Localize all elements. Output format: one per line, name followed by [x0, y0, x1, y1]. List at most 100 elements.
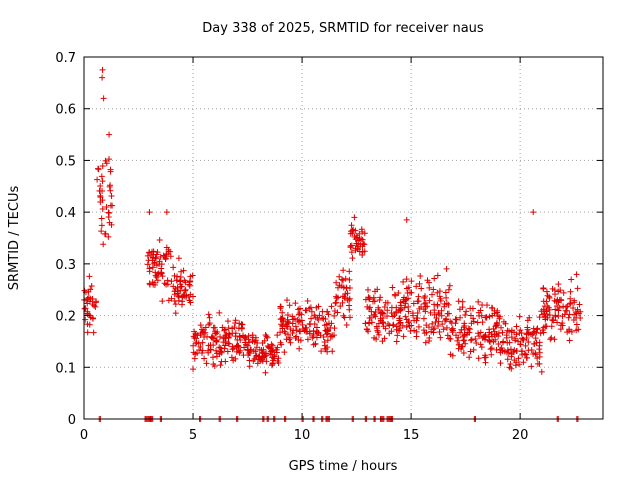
data-point — [392, 292, 399, 299]
data-point — [163, 209, 170, 216]
data-point — [226, 340, 233, 347]
data-point — [548, 323, 555, 330]
data-point — [336, 273, 343, 280]
data-point — [237, 347, 244, 354]
data-point — [520, 337, 527, 344]
data-point — [410, 300, 417, 307]
data-point — [479, 334, 486, 341]
data-point — [455, 298, 462, 305]
data-point — [554, 296, 561, 303]
data-point — [438, 312, 445, 319]
data-point — [333, 295, 340, 302]
data-point — [358, 226, 365, 233]
data-point — [478, 344, 485, 351]
data-point — [358, 236, 365, 243]
data-point — [457, 314, 464, 321]
data-point — [179, 294, 186, 301]
data-point — [546, 312, 553, 319]
data-point — [283, 336, 290, 343]
data-point — [393, 338, 400, 345]
data-point — [364, 286, 371, 293]
data-point — [211, 362, 218, 369]
data-point — [437, 334, 444, 341]
data-point — [236, 320, 243, 327]
data-point — [351, 214, 358, 221]
data-point — [530, 209, 537, 216]
data-point — [528, 363, 535, 370]
data-point — [442, 318, 449, 325]
data-point — [464, 329, 471, 336]
data-point — [448, 326, 455, 333]
data-point — [175, 292, 182, 299]
data-point — [99, 197, 106, 204]
data-point — [105, 233, 112, 240]
data-point — [542, 313, 549, 320]
data-point — [534, 325, 541, 332]
data-point — [475, 298, 482, 305]
data-point — [219, 324, 226, 331]
data-point — [439, 321, 446, 328]
data-point — [434, 289, 441, 296]
data-point — [331, 312, 338, 319]
data-point — [334, 294, 341, 301]
data-point — [477, 341, 484, 348]
data-point — [286, 302, 293, 309]
data-point — [218, 358, 225, 365]
data-point — [324, 348, 331, 355]
y-tick-label: 0.7 — [55, 51, 76, 66]
data-point — [398, 306, 405, 313]
data-point — [555, 281, 562, 288]
data-point — [159, 298, 166, 305]
data-point — [431, 275, 438, 282]
data-point — [86, 298, 93, 305]
data-point — [477, 329, 484, 336]
data-point — [526, 314, 533, 321]
data-point — [575, 326, 582, 333]
data-point — [552, 312, 559, 319]
data-point — [324, 327, 331, 334]
data-point — [356, 248, 363, 255]
data-point — [572, 309, 579, 316]
data-point — [470, 346, 477, 353]
data-point — [199, 339, 206, 346]
data-point — [379, 318, 386, 325]
data-point — [98, 222, 105, 229]
data-point — [525, 338, 532, 345]
data-point — [366, 294, 373, 301]
data-point — [366, 304, 373, 311]
data-point — [455, 341, 462, 348]
data-point — [403, 276, 410, 283]
data-point — [375, 304, 382, 311]
data-point — [434, 301, 441, 308]
data-point — [389, 284, 396, 291]
data-point — [177, 281, 184, 288]
data-point — [371, 298, 378, 305]
data-point — [441, 303, 448, 310]
data-point — [216, 309, 223, 316]
data-point — [342, 290, 349, 297]
x-tick-label: 5 — [189, 428, 197, 443]
data-point — [197, 322, 204, 329]
data-point — [465, 325, 472, 332]
data-point — [418, 285, 425, 292]
data-point — [552, 306, 559, 313]
data-point — [333, 299, 340, 306]
data-point — [341, 293, 348, 300]
data-point — [158, 261, 165, 268]
data-point — [482, 359, 489, 366]
data-point — [359, 236, 366, 243]
data-point — [415, 323, 422, 330]
data-point — [430, 286, 437, 293]
data-point — [508, 329, 515, 336]
data-point — [213, 338, 220, 345]
data-point — [150, 281, 157, 288]
data-point — [364, 326, 371, 333]
data-point — [496, 313, 503, 320]
plot-frame — [83, 56, 604, 420]
data-point — [371, 311, 378, 318]
data-point — [100, 95, 107, 102]
data-point — [523, 331, 530, 338]
data-point — [86, 273, 93, 280]
data-point — [340, 267, 347, 274]
data-point — [397, 299, 404, 306]
